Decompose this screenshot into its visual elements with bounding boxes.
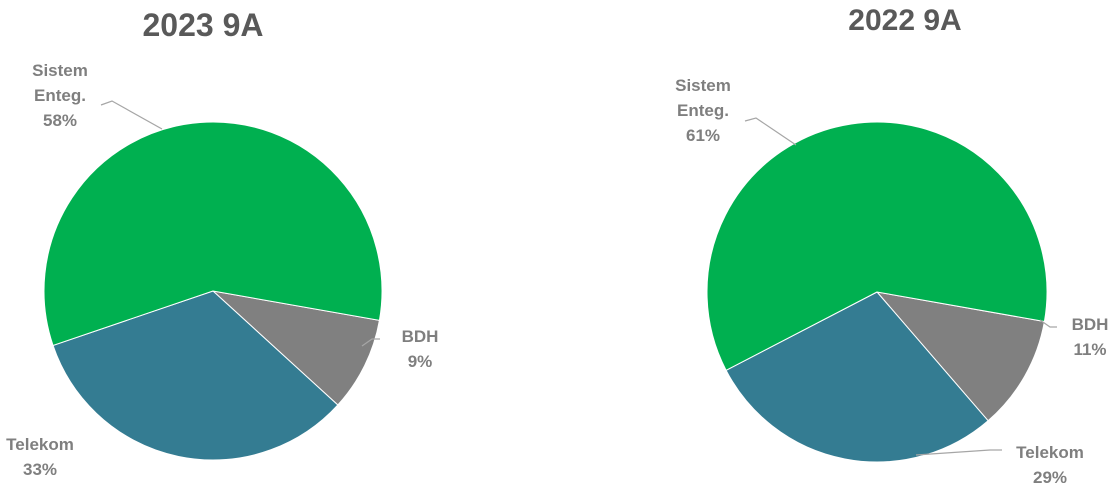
slice-sistem-enteg [706, 121, 1048, 371]
label-telekom: Telekom 33% [6, 435, 74, 479]
leader-line-bdh [1039, 319, 1057, 328]
slice-telekom [52, 290, 339, 461]
pie-chart-2023: BDH 9% Telekom 33% Sistem Enteg. 58% 2023 9A [6, 7, 438, 479]
slice-sistem-enteg [43, 121, 383, 347]
label-sistem-enteg: Sistem Enteg. 58% [32, 61, 88, 130]
slice-bdh [211, 290, 381, 406]
leader-line-sistem-enteg [100, 100, 163, 130]
chart-title: 2023 9A [143, 7, 264, 43]
label-telekom: Telekom 29% [1016, 443, 1084, 487]
pie-chart-2022: BDH 11% Telekom 29% Sistem Enteg. 61% 2022 9A [675, 4, 1108, 487]
label-bdh: BDH 9% [402, 327, 439, 371]
label-sistem-enteg: Sistem Enteg. 61% [675, 76, 731, 145]
chart-title: 2022 9A [848, 4, 961, 37]
slice-telekom [725, 291, 989, 463]
leader-line-sistem-enteg [744, 117, 797, 146]
leader-line-telekom [915, 449, 1002, 456]
slice-bdh [875, 291, 1045, 422]
label-bdh: BDH 11% [1072, 315, 1109, 359]
leader-line-bdh [361, 338, 380, 347]
